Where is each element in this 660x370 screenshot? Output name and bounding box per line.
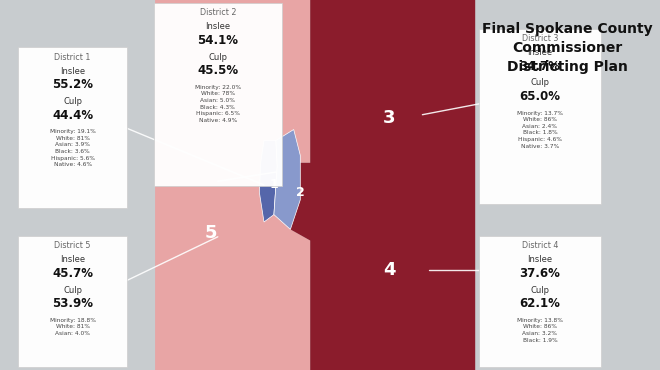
FancyBboxPatch shape <box>18 236 127 367</box>
Text: Minority: 19.1%
White: 81%
Asian: 3.9%
Black: 3.6%
Hispanic: 5.6%
Native: 4.6%: Minority: 19.1% White: 81% Asian: 3.9% B… <box>50 129 96 167</box>
Text: 53.9%: 53.9% <box>52 297 93 310</box>
Text: District 4: District 4 <box>521 241 558 250</box>
Text: District 1: District 1 <box>54 53 91 61</box>
Polygon shape <box>290 0 475 370</box>
Text: 62.1%: 62.1% <box>519 297 560 310</box>
Text: Minority: 18.8%
White: 81%
Asian: 4.0%: Minority: 18.8% White: 81% Asian: 4.0% <box>50 318 96 336</box>
Text: Culp: Culp <box>209 53 227 61</box>
FancyBboxPatch shape <box>154 3 282 186</box>
Text: Inslee: Inslee <box>60 67 85 75</box>
FancyBboxPatch shape <box>479 236 601 367</box>
Text: 54.1%: 54.1% <box>197 34 238 47</box>
Text: Minority: 22.0%
White: 78%
Asian: 5.0%
Black: 4.3%
Hispanic: 6.5%
Native: 4.9%: Minority: 22.0% White: 78% Asian: 5.0% B… <box>195 85 241 123</box>
Polygon shape <box>274 130 300 229</box>
Text: 45.5%: 45.5% <box>197 64 238 77</box>
FancyBboxPatch shape <box>479 29 601 204</box>
Text: 4: 4 <box>383 261 395 279</box>
Text: 55.2%: 55.2% <box>52 78 93 91</box>
Text: Inslee: Inslee <box>527 48 552 57</box>
Text: Culp: Culp <box>531 78 549 87</box>
Text: Minority: 13.7%
White: 86%
Asian: 2.4%
Black: 1.8%
Hispanic: 4.6%
Native: 3.7%: Minority: 13.7% White: 86% Asian: 2.4% B… <box>517 111 563 149</box>
Text: Culp: Culp <box>63 97 82 106</box>
Text: 3: 3 <box>383 110 395 127</box>
Text: 65.0%: 65.0% <box>519 90 560 103</box>
Polygon shape <box>155 0 310 370</box>
Text: 34.7%: 34.7% <box>519 60 560 73</box>
Text: Final Spokane County
Commissioner
Districting Plan: Final Spokane County Commissioner Distri… <box>482 22 653 74</box>
Text: 45.7%: 45.7% <box>52 267 93 280</box>
Text: 37.6%: 37.6% <box>519 267 560 280</box>
Text: District 2: District 2 <box>199 8 236 17</box>
Text: 5: 5 <box>205 224 217 242</box>
Text: Inslee: Inslee <box>527 255 552 264</box>
Text: Culp: Culp <box>531 286 549 295</box>
Text: 1: 1 <box>269 178 279 192</box>
Text: 2: 2 <box>296 186 305 199</box>
Text: 44.4%: 44.4% <box>52 109 93 122</box>
Text: District 5: District 5 <box>54 241 91 250</box>
FancyBboxPatch shape <box>18 47 127 208</box>
Text: Culp: Culp <box>63 286 82 295</box>
Text: Minority: 13.8%
White: 86%
Asian: 3.2%
Black: 1.9%: Minority: 13.8% White: 86% Asian: 3.2% B… <box>517 318 563 343</box>
Text: District 3: District 3 <box>521 34 558 43</box>
Polygon shape <box>259 141 277 222</box>
Text: Inslee: Inslee <box>205 22 230 31</box>
Text: Inslee: Inslee <box>60 255 85 264</box>
